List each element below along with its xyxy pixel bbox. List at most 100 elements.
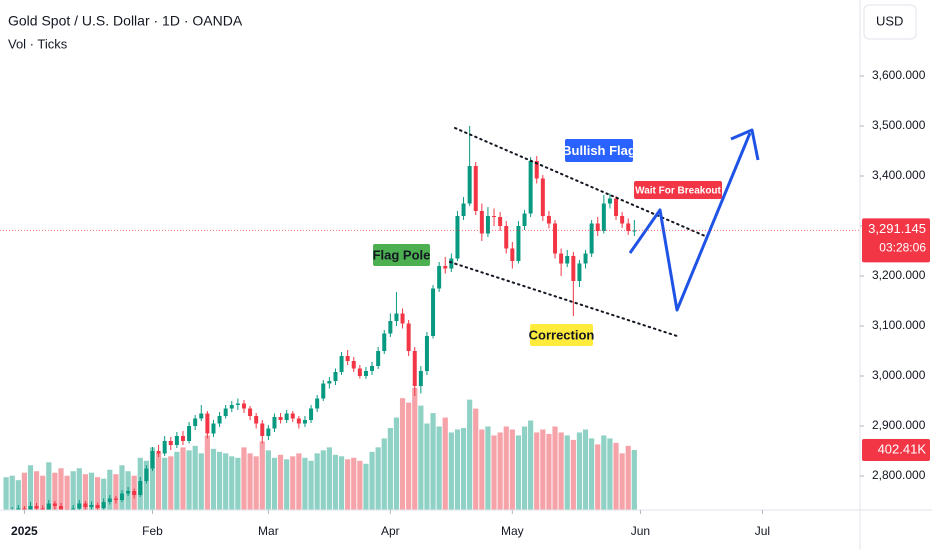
volume-bar [509, 429, 515, 510]
candle-body [376, 351, 381, 366]
annotation-box [530, 324, 593, 346]
candle-body [95, 505, 100, 508]
volume-bar [570, 439, 576, 510]
arrow-head [730, 128, 760, 161]
candle-body [394, 313, 399, 321]
candle-body [339, 356, 344, 372]
volume-bar [149, 447, 156, 510]
candle-body [559, 253, 564, 264]
volume-bar [406, 402, 412, 510]
volume-bar [619, 453, 625, 510]
volume-bar [393, 417, 400, 510]
candle-body [71, 508, 76, 510]
candle-body [589, 223, 594, 254]
candle-body [418, 371, 423, 386]
candle-body [272, 417, 277, 429]
candle-body [406, 323, 411, 351]
candle-body [211, 423, 216, 434]
volume-bar [473, 408, 479, 510]
volume-bar [155, 453, 162, 510]
volume-bar [302, 457, 308, 510]
volume-legend: Vol · Ticks [8, 36, 68, 51]
flag-upper-line [454, 127, 706, 237]
volume-bar [326, 447, 332, 510]
volume-bar [33, 471, 40, 510]
volume-bar [534, 432, 540, 510]
candle-body [156, 451, 161, 454]
y-tick-label: 2,800.000 [872, 468, 926, 482]
candle-body [144, 468, 149, 481]
volume-bar [107, 469, 113, 510]
x-tick-label: Apr [381, 524, 400, 538]
price-label: 3,291.145 [868, 221, 926, 236]
candle-body [138, 481, 143, 495]
volume-bar [82, 474, 88, 510]
volume-bar [229, 456, 235, 510]
volume-bar [101, 478, 107, 510]
volume-bar [27, 465, 34, 510]
candle-body [357, 368, 362, 376]
candle-body [40, 508, 45, 510]
volume-bar [558, 432, 564, 510]
volume-bar [174, 451, 180, 510]
candle-body [412, 351, 417, 386]
volume-bar [308, 460, 314, 510]
candle-body [229, 405, 234, 409]
drawings [449, 127, 760, 337]
candle-body [119, 493, 124, 500]
candle-body [479, 211, 484, 234]
currency-button[interactable]: USD [863, 4, 917, 40]
currency-label[interactable]: USD [876, 13, 903, 28]
price-pane [11, 126, 637, 510]
volume-bar [363, 463, 369, 510]
volume-bar [168, 456, 174, 510]
volume-label: 402.41K [878, 441, 927, 456]
currency-button-frame[interactable] [863, 4, 917, 40]
volume-bar [204, 435, 210, 510]
volume-bar [454, 429, 461, 510]
candle-body [266, 428, 271, 436]
volume-bar [387, 427, 393, 510]
volume-bar [3, 477, 9, 510]
volume-bar [271, 457, 278, 510]
candle-body [485, 216, 490, 234]
candle-body [382, 333, 387, 351]
candle-body [498, 217, 503, 226]
volume-pane [3, 387, 637, 510]
candle-body [254, 416, 259, 424]
candle-body [504, 226, 509, 249]
volume-bar [601, 435, 607, 510]
candle-body [199, 413, 204, 419]
candle-body [534, 161, 539, 179]
annotation-box [565, 139, 633, 162]
volume-bar [521, 426, 528, 510]
candle-body [492, 216, 497, 217]
candle-body [309, 408, 314, 420]
candle-body [223, 408, 228, 416]
x-tick-label: Jun [631, 524, 650, 538]
volume-bar [515, 435, 522, 510]
volume-bar [180, 447, 186, 510]
volume-bar [210, 448, 217, 510]
countdown-label: 03:28:06 [879, 241, 926, 255]
volume-bar [15, 480, 21, 510]
candle-body [290, 413, 295, 419]
candle-body [193, 418, 198, 426]
candle-body [626, 223, 631, 231]
volume-bar [485, 426, 491, 510]
volume-bar [46, 462, 52, 510]
candle-body [174, 436, 179, 445]
candle-body [34, 506, 39, 509]
y-tick-label: 3,500.000 [872, 118, 926, 132]
x-tick-label: May [501, 524, 524, 538]
volume-bar [143, 460, 149, 510]
volume-bar [503, 426, 509, 510]
annotation-label: Wait For Breakout [635, 186, 721, 197]
candle-body [162, 441, 167, 454]
candle-body [370, 366, 375, 371]
volume-bar [381, 438, 387, 510]
volume-bar [595, 444, 601, 510]
volume-bar [259, 441, 265, 510]
volume-bar [589, 438, 595, 510]
candle-body [107, 498, 112, 502]
